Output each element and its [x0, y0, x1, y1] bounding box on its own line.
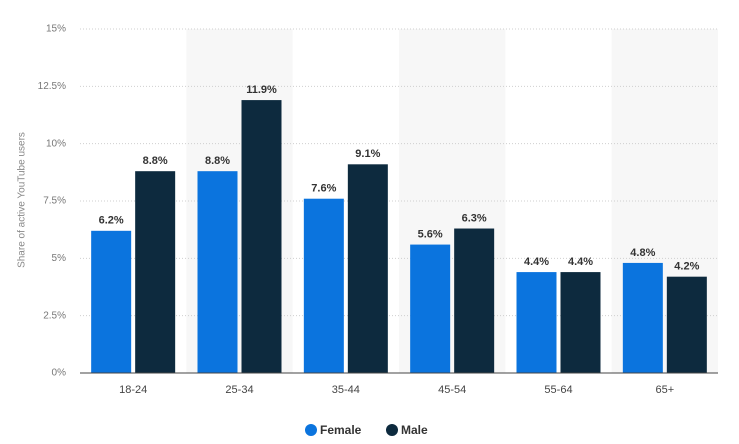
value-label: 8.8%	[143, 155, 168, 167]
y-tick-label: 2.5%	[43, 310, 66, 321]
legend-label[interactable]: Male	[401, 423, 428, 437]
bar	[347, 164, 388, 373]
value-label: 4.4%	[524, 256, 549, 268]
y-tick-label: 0%	[52, 368, 67, 379]
bar	[454, 228, 495, 373]
x-tick-label: 35-44	[332, 384, 360, 396]
bar	[516, 272, 557, 373]
bar	[560, 272, 601, 373]
y-tick-label: 7.5%	[43, 196, 66, 207]
y-tick-label: 12.5%	[38, 81, 66, 92]
value-label: 6.3%	[462, 212, 487, 224]
value-label: 4.4%	[568, 256, 593, 268]
value-label: 5.6%	[418, 228, 443, 240]
y-tick-label: 10%	[46, 138, 66, 149]
bar	[410, 244, 451, 373]
bar	[197, 171, 238, 373]
x-tick-label: 45-54	[438, 384, 466, 396]
bar	[666, 276, 707, 373]
value-label: 9.1%	[355, 148, 380, 160]
x-tick-label: 18-24	[119, 384, 147, 396]
value-label: 8.8%	[205, 155, 230, 167]
legend-marker[interactable]	[386, 424, 398, 436]
y-tick-label: 5%	[52, 253, 67, 264]
value-label: 4.8%	[630, 247, 655, 259]
bar	[91, 230, 132, 373]
x-tick-label: 25-34	[225, 384, 253, 396]
value-label: 6.2%	[99, 215, 124, 227]
value-label: 11.9%	[246, 84, 277, 96]
value-label: 4.2%	[674, 261, 699, 273]
value-label: 7.6%	[311, 183, 336, 195]
x-tick-label: 65+	[655, 384, 674, 396]
legend-marker[interactable]	[305, 424, 317, 436]
x-tick-label: 55-64	[544, 384, 572, 396]
y-tick-label: 15%	[46, 24, 66, 35]
legend-label[interactable]: Female	[320, 423, 362, 437]
bar	[622, 262, 663, 373]
bar	[135, 171, 176, 373]
bar	[303, 198, 344, 373]
y-axis-label: Share of active YouTube users	[17, 132, 28, 268]
bar	[241, 100, 282, 374]
